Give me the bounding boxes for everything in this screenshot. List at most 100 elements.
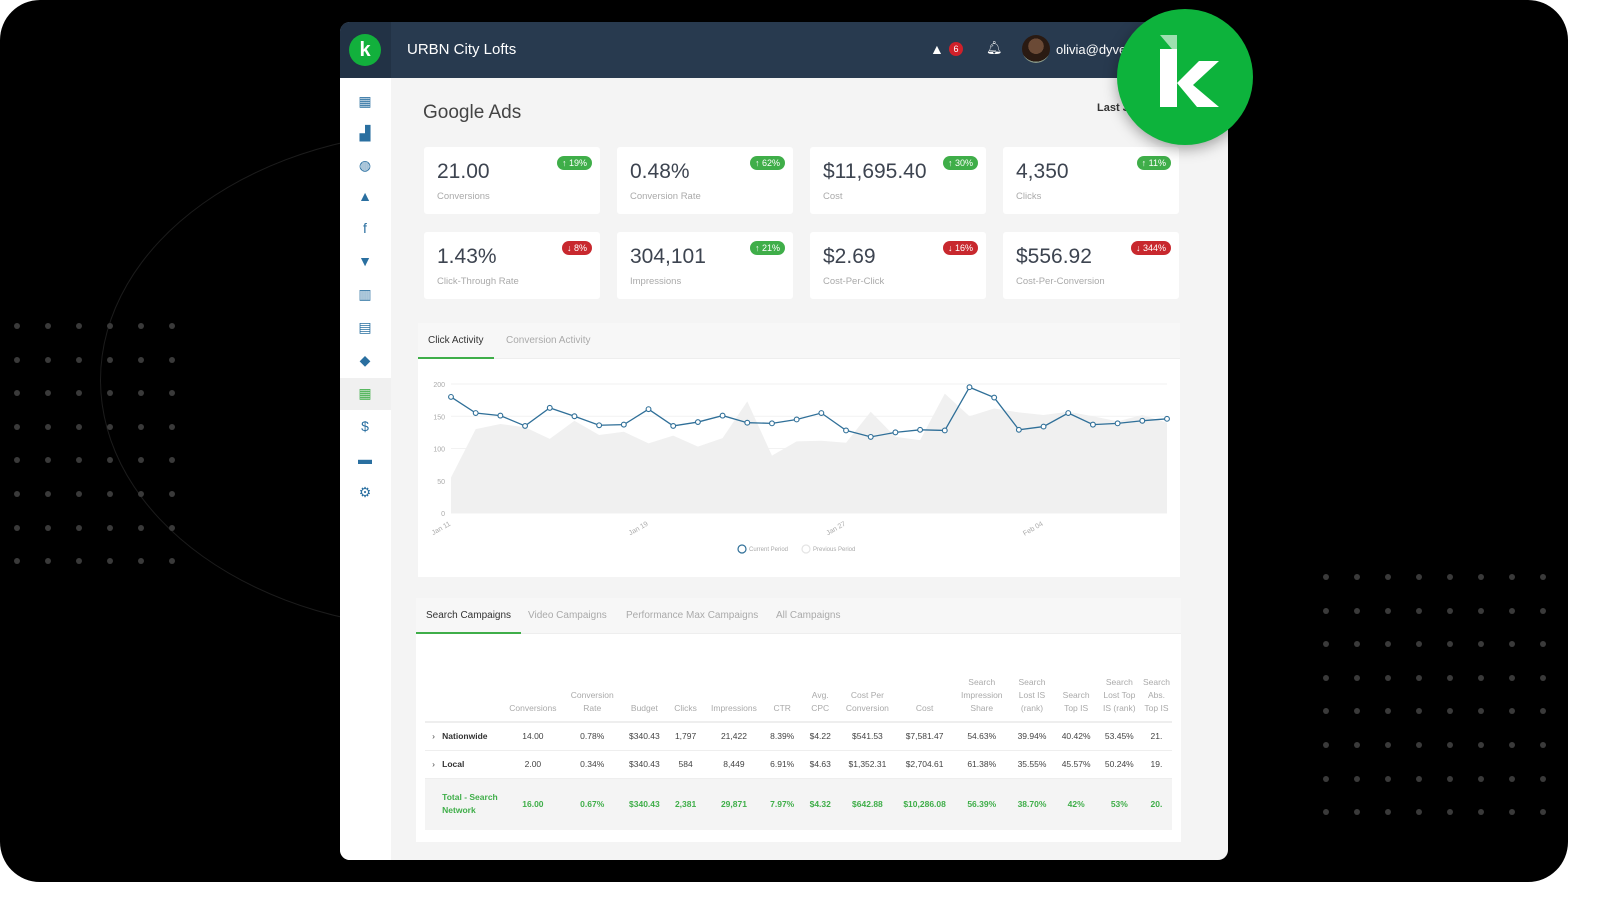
data-point[interactable] — [719, 412, 726, 419]
data-point[interactable] — [472, 410, 479, 416]
tab-all-campaigns[interactable]: All Campaigns — [776, 610, 841, 621]
column-header[interactable]: Cost Per Conversion — [839, 650, 896, 723]
data-point[interactable] — [941, 427, 948, 434]
data-point[interactable] — [1089, 421, 1096, 428]
globe-icon[interactable]: ◍ — [358, 157, 372, 173]
dot — [45, 390, 51, 397]
legend-previous-label[interactable]: Previous Period — [813, 547, 855, 553]
column-header[interactable]: Clicks — [666, 650, 705, 723]
data-point[interactable] — [1164, 415, 1170, 422]
data-point[interactable] — [1139, 417, 1146, 424]
kpi-label: Clicks — [1016, 191, 1042, 202]
facebook-icon[interactable]: f — [363, 220, 367, 236]
data-point[interactable] — [769, 420, 775, 427]
dot — [1509, 809, 1515, 816]
arrow-up-icon: ↑ — [754, 158, 760, 168]
user-email[interactable]: olivia@dyver — [1056, 42, 1131, 57]
dot — [76, 490, 82, 497]
kpi-label: Click-Through Rate — [437, 276, 519, 287]
column-header[interactable]: Impressions — [704, 650, 764, 723]
data-point[interactable] — [546, 404, 553, 411]
dot — [1540, 775, 1546, 782]
data-point[interactable] — [818, 410, 825, 416]
dot — [107, 423, 113, 430]
data-point[interactable] — [1015, 426, 1022, 433]
data-point[interactable] — [497, 412, 504, 419]
column-header[interactable]: Search Impression Share — [954, 650, 1010, 723]
store-icon[interactable]: ▬ — [358, 451, 372, 467]
column-header[interactable]: Avg. CPC — [800, 650, 840, 723]
expand-chevron-icon[interactable]: › — [425, 722, 443, 751]
expand-chevron-icon[interactable]: › — [425, 750, 443, 779]
table-icon[interactable]: ▦ — [358, 385, 372, 401]
dot — [1509, 574, 1515, 580]
tab-conversion-activity[interactable]: Conversion Activity — [506, 335, 591, 346]
data-point[interactable] — [867, 433, 874, 440]
change-badge: ↑ 19% — [556, 156, 592, 170]
dot — [14, 323, 20, 329]
column-header[interactable]: Conversion Rate — [562, 650, 622, 723]
dot — [169, 457, 175, 464]
table-cell: $4.22 — [800, 722, 840, 751]
app-logo[interactable]: k — [340, 22, 391, 78]
dot — [76, 558, 82, 565]
warning-icon[interactable]: ▲ — [930, 41, 944, 57]
data-point[interactable] — [620, 421, 627, 428]
data-point[interactable] — [596, 422, 603, 429]
tab-click-activity[interactable]: Click Activity — [418, 323, 494, 359]
tab-performance-max-campaigns[interactable]: Performance Max Campaigns — [626, 610, 759, 621]
dot — [45, 490, 51, 497]
table-cell: 35.55% — [1009, 750, 1055, 779]
legend-previous-marker[interactable] — [801, 544, 811, 554]
data-point[interactable] — [1040, 423, 1047, 430]
data-point[interactable] — [670, 422, 677, 429]
data-point[interactable] — [793, 416, 800, 423]
gear-icon[interactable]: ⚙ — [358, 484, 372, 500]
invoice-icon[interactable]: $ — [361, 418, 369, 434]
dot — [1447, 809, 1453, 816]
dashboard-icon[interactable]: ▦ — [358, 93, 372, 109]
data-point[interactable] — [694, 419, 701, 426]
kpi-card: 304,101 Impressions ↑ 21% — [617, 232, 793, 299]
column-header[interactable]: Search Lost Top IS (rank) — [1097, 650, 1141, 723]
tab-search-campaigns[interactable]: Search Campaigns — [416, 598, 522, 634]
table-cell: 53.45% — [1097, 722, 1141, 751]
data-point[interactable] — [917, 426, 924, 433]
dot — [1509, 674, 1515, 681]
contact-card-icon[interactable]: ▤ — [358, 319, 372, 335]
data-point[interactable] — [892, 429, 899, 436]
data-point[interactable] — [843, 427, 849, 434]
data-point[interactable] — [571, 413, 578, 420]
tab-video-campaigns[interactable]: Video Campaigns — [528, 610, 607, 621]
change-badge: ↑ 21% — [749, 241, 785, 255]
tag-icon[interactable]: ◆ — [359, 352, 371, 368]
column-header[interactable]: Search Lost IS (rank) — [1009, 650, 1055, 723]
data-point[interactable] — [1114, 420, 1121, 427]
data-point[interactable] — [991, 394, 998, 401]
building-icon[interactable]: ▥ — [358, 286, 372, 302]
column-header[interactable]: Budget — [621, 650, 667, 723]
dot — [1354, 641, 1360, 648]
dot — [14, 490, 20, 497]
data-point[interactable] — [744, 419, 751, 426]
legend-current-label[interactable]: Current Period — [749, 547, 788, 553]
data-point[interactable] — [645, 406, 652, 413]
column-header[interactable]: Search Top IS — [1054, 650, 1098, 723]
column-header[interactable]: Cost — [895, 650, 955, 723]
column-header[interactable]: CTR — [763, 650, 801, 723]
avatar[interactable] — [1022, 35, 1050, 63]
bell-icon[interactable]: 🔔︎ — [986, 40, 1003, 55]
google-ads-icon[interactable]: ▲ — [358, 188, 372, 204]
data-point[interactable] — [1065, 410, 1072, 416]
legend-current-marker[interactable] — [737, 544, 747, 554]
date-range-selector[interactable]: Last 3 — [1097, 102, 1129, 114]
data-point[interactable] — [522, 422, 529, 429]
column-header[interactable]: Conversions — [503, 650, 563, 723]
kpi-card: 4,350 Clicks ↑ 11% — [1003, 147, 1179, 214]
bar-chart-icon[interactable]: ▟ — [359, 125, 371, 141]
data-point[interactable] — [966, 384, 973, 391]
data-point[interactable] — [448, 393, 454, 400]
column-header[interactable]: Search Abs. Top IS — [1140, 650, 1172, 723]
table-cell: 8.39% — [763, 722, 801, 751]
filter-icon[interactable]: ▼ — [358, 253, 372, 269]
